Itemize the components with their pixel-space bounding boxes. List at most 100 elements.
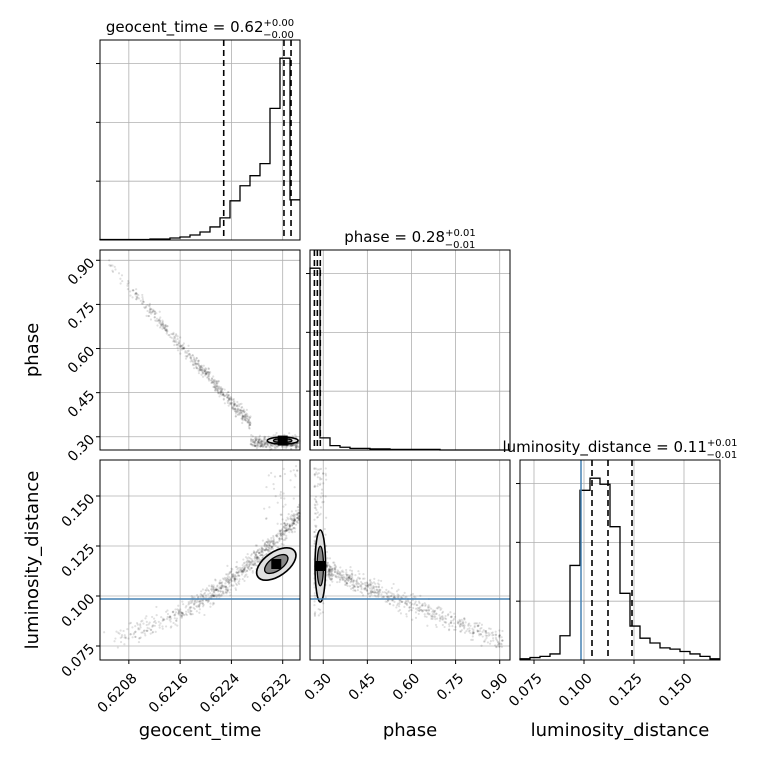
sample-point	[328, 569, 331, 572]
sample-point	[261, 445, 264, 448]
sample-point	[285, 529, 288, 532]
sample-point	[203, 613, 206, 617]
sample-point	[248, 563, 251, 566]
sample-point	[280, 445, 284, 448]
sample-point	[233, 573, 237, 576]
sample-point	[348, 577, 351, 580]
sample-point	[409, 601, 412, 604]
sample-point	[233, 578, 236, 581]
sample-point	[224, 586, 228, 589]
sample-point	[444, 621, 447, 624]
sample-point	[423, 615, 426, 618]
sample-point	[247, 567, 250, 570]
sample-point	[246, 415, 249, 418]
sample-point	[134, 624, 137, 628]
sample-point	[229, 395, 232, 399]
sample-point	[367, 585, 370, 589]
sample-point	[263, 545, 266, 548]
sample-point	[231, 406, 234, 409]
sample-point	[227, 404, 230, 407]
sample-point	[248, 423, 252, 426]
sample-point	[313, 613, 316, 616]
sample-point	[220, 585, 224, 588]
sample-point	[296, 517, 300, 520]
sample-point	[222, 393, 225, 396]
sample-point	[266, 548, 269, 552]
sample-point	[421, 610, 424, 613]
sample-point	[258, 434, 262, 437]
sample-point	[241, 571, 244, 574]
sample-point	[297, 511, 300, 515]
sample-point	[230, 398, 233, 402]
sample-point	[452, 628, 456, 631]
sample-point	[258, 441, 261, 444]
sample-point	[345, 571, 348, 574]
sample-point	[222, 393, 225, 396]
sample-point	[204, 372, 207, 375]
sample-point	[319, 506, 323, 509]
sample-point	[169, 617, 173, 620]
sample-point	[377, 592, 380, 595]
sample-point	[369, 584, 372, 587]
sample-point	[146, 629, 149, 632]
sample-point	[144, 617, 147, 620]
sample-point	[266, 443, 269, 446]
sample-point	[268, 547, 271, 550]
sample-point	[340, 574, 343, 577]
sample-point	[233, 408, 236, 411]
sample-point	[184, 350, 187, 353]
sample-point	[259, 551, 262, 555]
sample-point	[172, 340, 175, 343]
sample-point	[233, 578, 236, 581]
x-tick-label: 0.125	[606, 670, 646, 710]
sample-point	[421, 602, 424, 606]
sample-point	[231, 576, 234, 579]
sample-point	[226, 590, 229, 594]
sample-point	[169, 626, 172, 629]
sample-point	[181, 346, 185, 349]
sample-point	[260, 440, 263, 443]
sample-point	[244, 556, 248, 559]
sample-point	[224, 585, 228, 588]
sample-point	[496, 643, 500, 646]
sample-point	[374, 585, 377, 588]
sample-point	[242, 415, 245, 418]
sample-point	[478, 622, 481, 625]
sample-point	[131, 636, 134, 639]
sample-point	[214, 385, 217, 388]
sample-point	[141, 293, 144, 297]
sample-point	[250, 563, 253, 566]
sample-point	[202, 605, 205, 608]
sample-point	[229, 588, 232, 591]
sample-point	[199, 366, 202, 370]
sample-point	[367, 584, 370, 587]
sample-point	[254, 559, 257, 562]
sample-point	[182, 613, 185, 616]
sample-point	[245, 563, 248, 566]
sample-point	[196, 600, 199, 603]
sample-point	[469, 631, 472, 635]
sample-point	[216, 380, 219, 383]
sample-point	[391, 592, 394, 595]
sample-point	[255, 550, 258, 554]
sample-point	[260, 439, 263, 442]
sample-point	[197, 596, 200, 599]
sample-point	[205, 589, 208, 592]
sample-point	[481, 635, 484, 638]
sample-point	[132, 633, 135, 636]
sample-point	[321, 611, 324, 614]
sample-point	[212, 591, 215, 594]
sample-point	[262, 444, 265, 447]
sample-point	[263, 554, 266, 557]
sample-point	[260, 553, 264, 556]
sample-point	[324, 472, 327, 475]
sample-point	[322, 482, 325, 485]
sample-point	[377, 593, 381, 596]
sample-point	[263, 438, 267, 441]
sample-point	[152, 624, 155, 627]
sample-point	[342, 578, 345, 581]
sample-point	[403, 601, 407, 605]
sample-point	[271, 547, 275, 550]
sample-point	[318, 476, 322, 479]
sample-point	[392, 582, 395, 586]
